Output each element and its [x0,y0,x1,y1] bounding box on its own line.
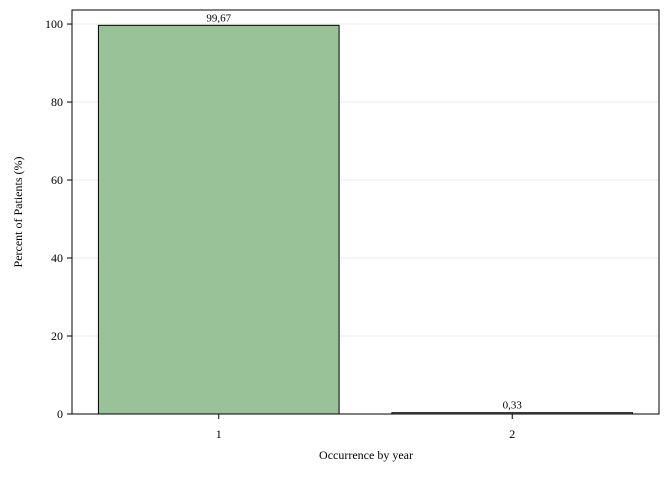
value-label: 99,67 [206,12,231,24]
y-tick-label: 0 [57,407,63,421]
y-tick-label: 80 [51,95,63,109]
y-axis-label: Percent of Patients (%) [11,157,25,268]
plot-frame [71,9,660,415]
x-tick-label: 2 [509,427,515,441]
y-tick-label: 40 [51,251,63,265]
x-tick-label: 1 [216,427,222,441]
y-tick-label: 20 [51,329,63,343]
value-label: 0,33 [503,400,523,412]
bar [97,24,340,415]
y-tick-label: 60 [51,173,63,187]
x-axis-label: Occurrence by year [319,448,413,462]
y-tick-label: 100 [45,17,63,31]
